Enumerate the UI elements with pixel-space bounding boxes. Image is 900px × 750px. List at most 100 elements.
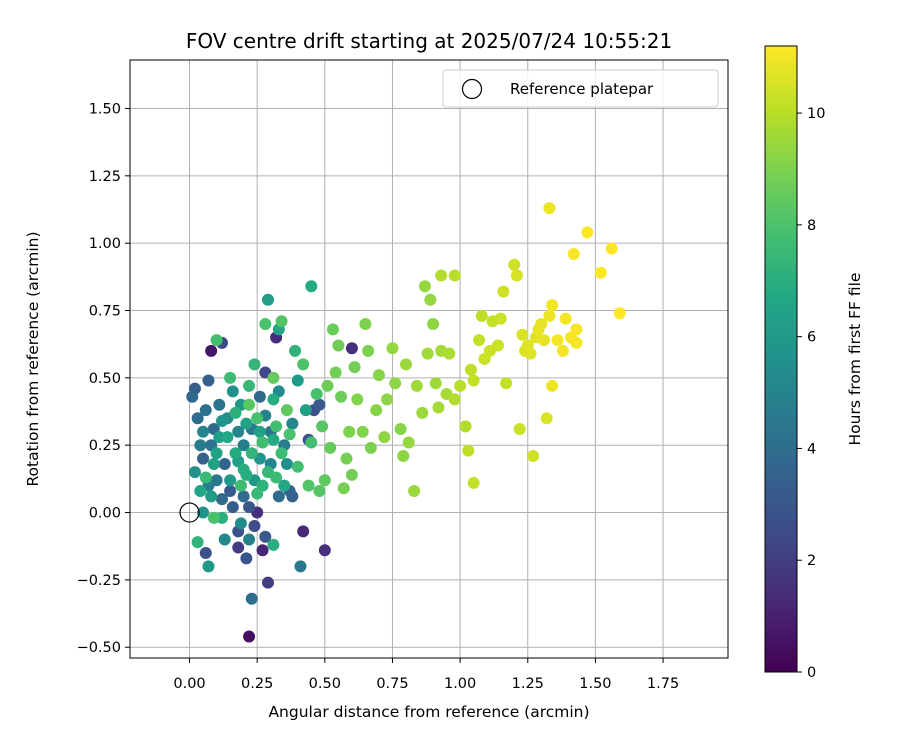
data-point (251, 487, 264, 500)
data-point (516, 328, 529, 341)
data-point (321, 379, 334, 392)
data-point (581, 226, 594, 239)
data-point (421, 347, 434, 360)
data-point (370, 404, 383, 417)
x-tick-label: 1.25 (512, 676, 544, 692)
data-point (267, 393, 280, 406)
data-point (248, 358, 261, 371)
data-point (218, 458, 231, 471)
x-axis-ticks: 0.00 0.25 0.50 0.75 1.00 1.25 1.50 1.75 (173, 658, 679, 692)
data-point (275, 447, 288, 460)
y-tick-label: 0.00 (89, 506, 121, 522)
data-point (408, 484, 421, 497)
data-point (234, 479, 247, 492)
data-point (199, 404, 212, 417)
data-point (224, 484, 237, 497)
data-point (443, 347, 456, 360)
data-point (475, 309, 488, 322)
data-point (313, 398, 326, 411)
data-point (256, 436, 269, 449)
data-point (267, 433, 280, 446)
data-point (551, 334, 564, 347)
legend: Reference platepar (442, 69, 719, 108)
data-point (216, 414, 228, 427)
data-point (427, 317, 440, 330)
y-tick-label: −0.50 (77, 640, 121, 656)
data-point (197, 452, 210, 465)
data-point (497, 285, 510, 298)
data-point (329, 366, 342, 379)
data-point (199, 546, 212, 559)
data-point (267, 371, 280, 384)
data-point (262, 576, 274, 589)
x-tick-label: 1.50 (579, 676, 611, 692)
data-point (243, 501, 256, 514)
plot-frame (129, 59, 729, 659)
data-point (402, 436, 415, 449)
data-point (543, 202, 556, 215)
data-point (324, 441, 337, 454)
data-point (559, 312, 572, 325)
data-point (546, 379, 559, 392)
data-point (229, 447, 242, 460)
data-point (494, 312, 507, 325)
data-point (467, 374, 480, 387)
reference-marker (179, 502, 200, 523)
data-point (262, 293, 274, 306)
data-point (226, 501, 239, 514)
data-point (186, 390, 199, 403)
data-point (251, 412, 264, 425)
data-point (221, 431, 234, 444)
data-point (337, 482, 350, 495)
data-point (462, 444, 475, 457)
data-point (213, 398, 226, 411)
data-point (410, 379, 423, 392)
colorbar-tick-label: 10 (807, 106, 825, 122)
data-point (378, 431, 391, 444)
data-point (253, 390, 266, 403)
data-point (197, 425, 210, 438)
data-point (243, 379, 256, 392)
data-point (305, 280, 318, 293)
data-point (508, 258, 521, 271)
x-axis-label: Angular distance from reference (arcmin) (268, 703, 589, 721)
data-point (275, 315, 288, 328)
data-point (256, 544, 269, 557)
data-point (356, 425, 369, 438)
data-point (397, 449, 410, 462)
colorbar-tick-label: 4 (807, 441, 816, 457)
data-point (202, 374, 215, 387)
data-point (237, 439, 250, 452)
data-point (613, 307, 626, 320)
data-points (186, 202, 626, 643)
data-point (527, 449, 540, 462)
colorbar-tick-label: 8 (807, 218, 816, 234)
data-point (432, 401, 445, 414)
y-tick-label: 1.25 (89, 169, 121, 185)
data-point (326, 323, 339, 336)
data-point (318, 544, 331, 557)
data-point (191, 536, 204, 549)
data-point (280, 404, 293, 417)
legend-reference-marker (461, 78, 483, 100)
data-point (229, 406, 242, 419)
data-point (283, 428, 296, 441)
data-point (416, 406, 429, 419)
y-tick-label: −0.25 (77, 573, 121, 589)
data-point (345, 342, 358, 355)
data-point (532, 323, 545, 336)
data-point (270, 420, 283, 433)
colorbar-tick-label: 0 (807, 665, 816, 681)
data-point (267, 538, 280, 551)
data-point (289, 344, 302, 357)
data-point (243, 630, 256, 643)
colorbar (764, 45, 798, 673)
data-point (294, 560, 307, 573)
data-point (473, 334, 486, 347)
data-point (188, 466, 201, 479)
data-point (340, 452, 353, 465)
data-point (248, 520, 261, 533)
data-point (345, 468, 358, 481)
data-point (199, 471, 212, 484)
data-point (286, 417, 299, 430)
